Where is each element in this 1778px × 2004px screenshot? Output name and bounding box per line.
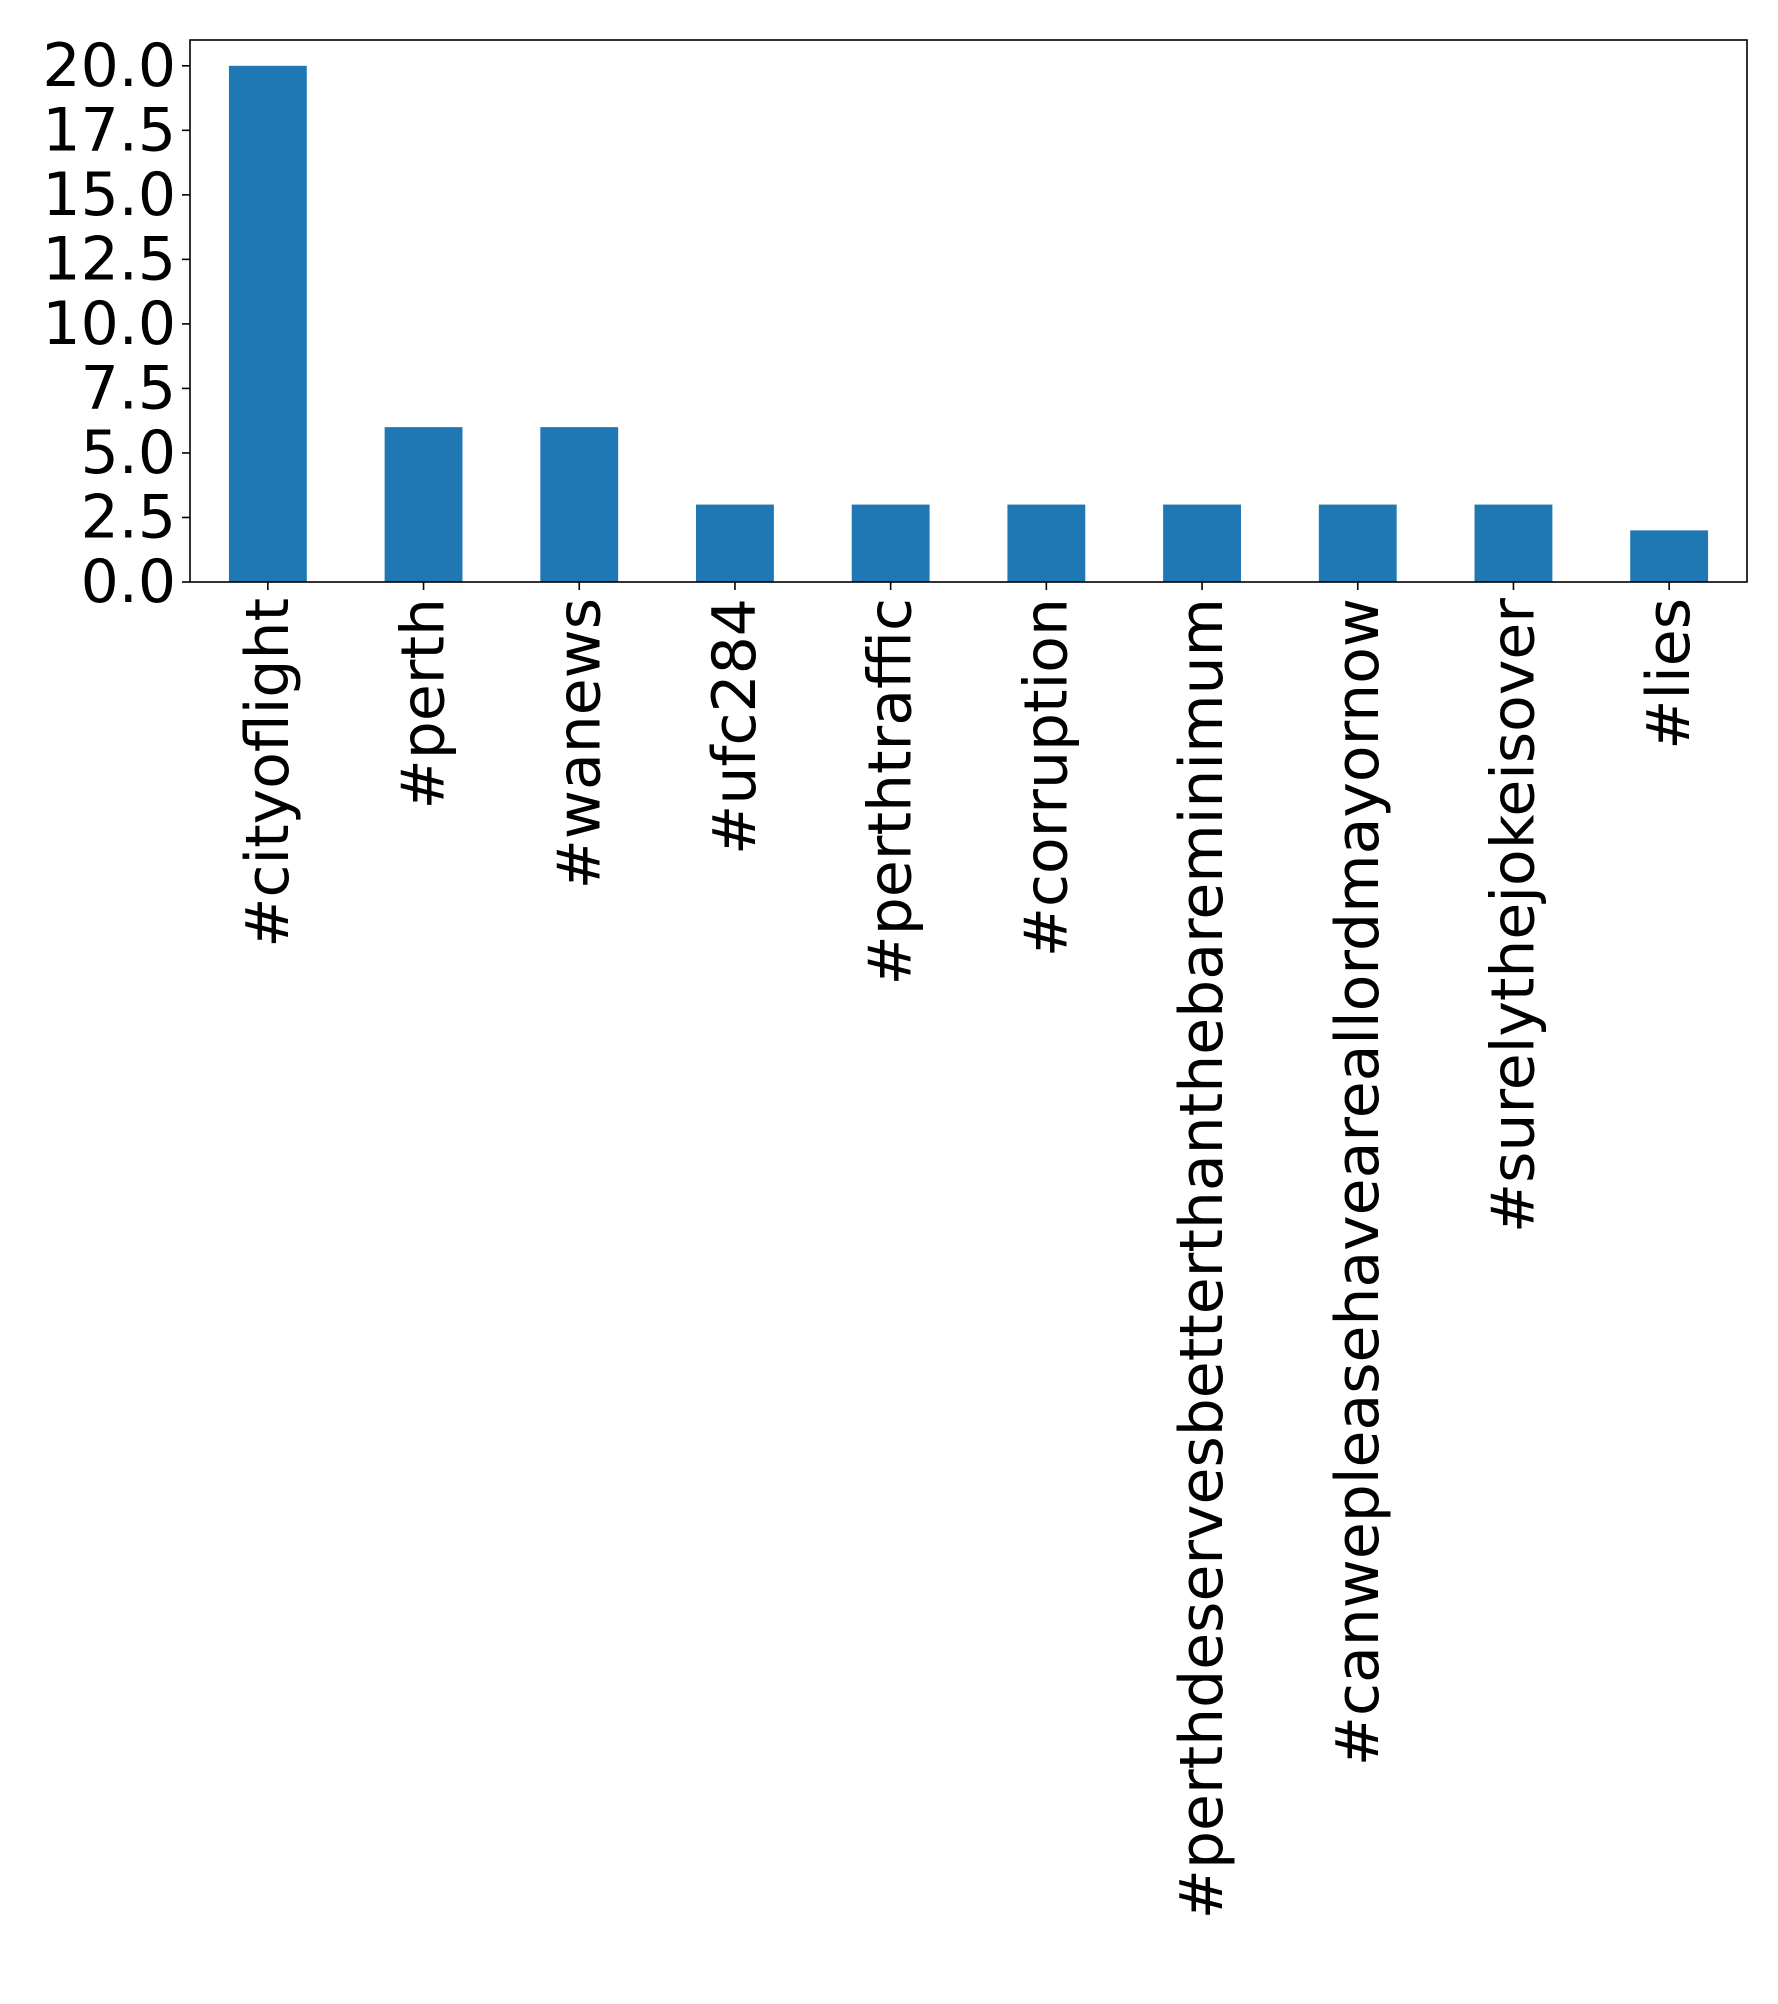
bars-layer [228, 65, 1709, 583]
x-tick-label-2: #wanews [544, 598, 614, 889]
y-tick-label-6: 15.0 [42, 160, 176, 230]
x-tick-label-0: #cityoflight [233, 598, 303, 948]
x-tick-label-7: #canwepleasehaveareallordmayornow [1323, 598, 1393, 1766]
y-tick-label-2: 5.0 [81, 418, 176, 488]
bar-1 [384, 427, 463, 582]
bar-5 [1007, 504, 1086, 582]
y-tick-label-4: 10.0 [42, 289, 176, 359]
bar-6 [1163, 504, 1241, 582]
x-tick-label-5: #corruption [1011, 598, 1081, 957]
x-tick-label-4: #perthtraffic [856, 598, 926, 985]
bar-7 [1318, 504, 1397, 582]
bar-9 [1630, 530, 1709, 582]
bar-2 [540, 427, 619, 582]
bar-8 [1474, 504, 1553, 582]
bar-3 [696, 504, 774, 582]
y-tick-label-3: 7.5 [81, 353, 176, 423]
bar-0 [228, 65, 307, 583]
x-tick-label-6: #perthdeservesbetterthanthebareminimum [1167, 598, 1237, 1919]
x-tick-label-8: #surelythejokeisover [1478, 598, 1548, 1233]
x-axis: #cityoflight #perth #wanews #ufc284 #perthtr… [233, 582, 1704, 1919]
axes-frame [189, 39, 1748, 583]
y-axis: 0.02.55.07.510.012.515.017.520.0 [42, 31, 190, 617]
y-tick-label-0: 0.0 [81, 547, 176, 617]
x-tick-label-3: #ufc284 [700, 598, 770, 855]
x-tick-label-9: #lies [1634, 598, 1704, 750]
y-tick-label-1: 2.5 [81, 482, 176, 552]
y-tick-label-5: 12.5 [42, 224, 176, 294]
bar-4 [851, 504, 930, 582]
y-tick-label-8: 20.0 [42, 31, 176, 101]
x-tick-label-1: #perth [389, 598, 459, 810]
y-tick-label-7: 17.5 [42, 95, 176, 165]
